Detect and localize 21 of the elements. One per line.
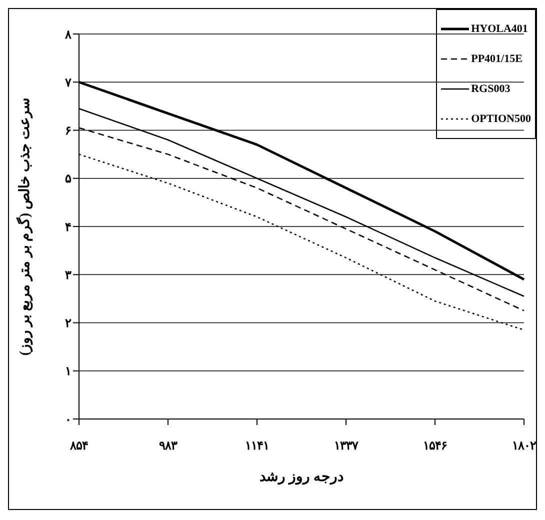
legend-label: RGS003 [471, 82, 510, 97]
x-axis-title: درجه روز رشد [260, 470, 344, 485]
x-tick-label: ۱۳۳۷ [334, 438, 359, 453]
y-tick-label: ۳ [65, 268, 72, 282]
y-axis-title: سرعت جذب خالص (گرم بر متر مربع بر روز) [16, 97, 33, 356]
legend-label: OPTION500 [471, 112, 531, 127]
y-tick-label: ۱ [65, 364, 71, 378]
x-tick-label: ۸۵۴ [69, 438, 88, 453]
y-tick-label: ۰ [65, 412, 71, 426]
legend-label: PP401/15E [471, 52, 522, 67]
x-tick-label: ۱۸۰۲ [512, 438, 537, 453]
y-tick-label: ۵ [65, 172, 72, 186]
x-tick-label: ۱۱۴۱ [245, 438, 269, 453]
y-tick-label: ۲ [65, 316, 72, 330]
y-tick-label: ۴ [65, 220, 71, 234]
y-tick-label: ۶ [65, 124, 71, 138]
legend-label: HYOLA401 [471, 22, 528, 37]
y-tick-label: ۸ [64, 27, 72, 42]
x-tick-label: ۱۵۴۶ [423, 438, 447, 453]
y-tick-label: ۷ [64, 75, 72, 90]
x-tick-label: ۹۸۳ [159, 438, 178, 453]
